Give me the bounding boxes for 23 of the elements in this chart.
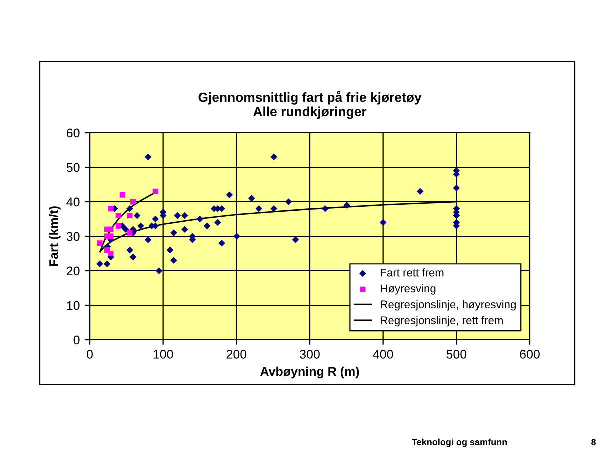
x-axis-title: Avbøyning R (m) bbox=[260, 366, 360, 379]
x-tick-label: 500 bbox=[446, 350, 467, 359]
legend-label: Høyresving bbox=[381, 284, 436, 295]
y-tick-label: 0 bbox=[74, 336, 80, 345]
y-tick-label: 10 bbox=[67, 301, 80, 310]
y-tick-label: 60 bbox=[67, 128, 80, 138]
legend-label: Regresjonslinje, rett frem bbox=[381, 316, 503, 327]
x-tick-label: 0 bbox=[87, 350, 93, 359]
x-tick-label: 600 bbox=[520, 350, 540, 359]
y-tick-label: 20 bbox=[67, 266, 80, 276]
y-tick-label: 40 bbox=[66, 198, 80, 207]
y-tick-label: 30 bbox=[66, 232, 80, 242]
chart-title: Gjennomsnittlig fart på frie kjøretøy Alle rundkjøringer bbox=[198, 91, 422, 120]
text: 8 bbox=[592, 439, 596, 446]
x-tick-label: 200 bbox=[226, 350, 247, 359]
y-axis-title: Fart (km/t) bbox=[49, 206, 61, 266]
x-tick-label: 100 bbox=[154, 350, 174, 359]
x-tick-label: 400 bbox=[373, 350, 394, 359]
legend-label: Regresjonslinje, høyresving bbox=[381, 300, 516, 311]
text: Teknologi og samfunn bbox=[412, 438, 508, 448]
y-tick-label: 50 bbox=[66, 163, 80, 172]
legend-label: Fart rett frem bbox=[381, 268, 444, 277]
x-tick-label: 300 bbox=[300, 350, 320, 359]
